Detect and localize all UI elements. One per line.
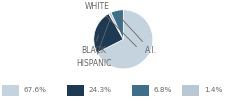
FancyBboxPatch shape [2,85,19,96]
Wedge shape [109,12,123,39]
Wedge shape [94,14,123,53]
Text: BLACK: BLACK [81,35,106,55]
Text: HISPANIC: HISPANIC [76,18,111,68]
FancyBboxPatch shape [182,85,199,96]
Text: 1.4%: 1.4% [204,87,222,93]
FancyBboxPatch shape [67,85,84,96]
Wedge shape [97,10,153,69]
Text: A.I.: A.I. [120,17,157,55]
Text: 6.8%: 6.8% [154,87,172,93]
Text: 67.6%: 67.6% [24,87,47,93]
Wedge shape [111,10,123,39]
FancyBboxPatch shape [132,85,149,96]
Text: WHITE: WHITE [85,2,136,47]
Text: 24.3%: 24.3% [89,87,112,93]
